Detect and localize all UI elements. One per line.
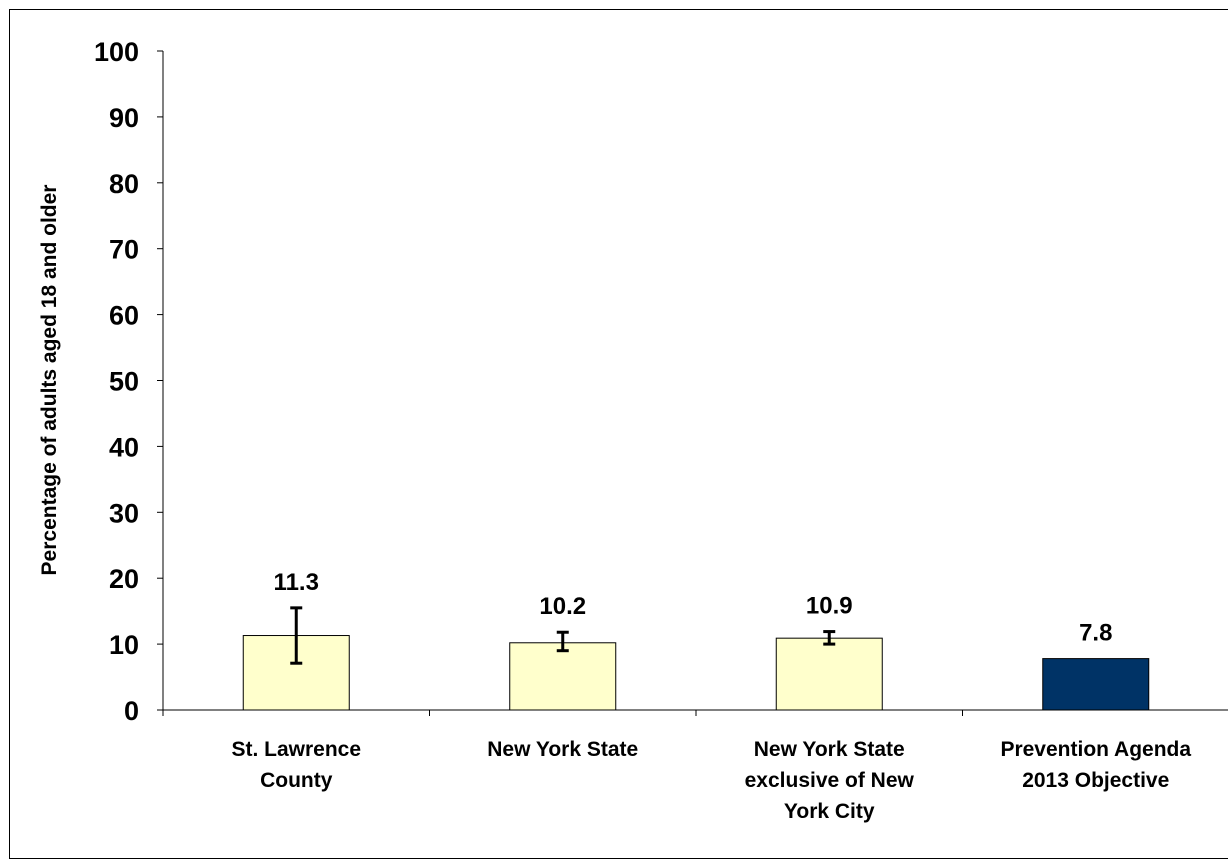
y-tick-label: 90 xyxy=(109,103,139,133)
bars xyxy=(242,635,1150,711)
y-tick-label: 40 xyxy=(109,432,139,462)
y-axis-title: Percentage of adults aged 18 and older xyxy=(38,185,61,576)
data-label: 10.2 xyxy=(539,593,586,620)
bar xyxy=(509,642,617,711)
error-bars xyxy=(290,606,836,665)
y-tick-label: 10 xyxy=(109,630,139,660)
y-ticks: 0 10 20 30 40 50 60 70 80 90 100 xyxy=(94,37,963,726)
axes xyxy=(162,51,1228,711)
category-label: County xyxy=(260,769,333,792)
y-tick-label: 0 xyxy=(124,696,139,726)
y-tick-label: 20 xyxy=(109,564,139,594)
data-labels: 11.3 10.2 10.9 7.8 xyxy=(274,569,1113,647)
category-label: New York State xyxy=(487,738,638,761)
y-tick-label: 70 xyxy=(109,235,139,265)
y-tick-label: 50 xyxy=(109,367,139,397)
bar xyxy=(1042,658,1150,711)
data-label: 7.8 xyxy=(1079,620,1112,647)
y-axis-title-group: Percentage of adults aged 18 and older xyxy=(38,185,61,576)
category-label: York City xyxy=(784,800,875,823)
y-tick-label: 80 xyxy=(109,169,139,199)
data-label: 11.3 xyxy=(274,569,319,596)
category-label: exclusive of New xyxy=(745,769,915,792)
y-tick-label: 100 xyxy=(94,37,139,67)
data-label: 10.9 xyxy=(806,593,853,620)
category-label: St. Lawrence xyxy=(231,738,361,761)
category-label: Prevention Agenda xyxy=(1000,738,1191,761)
y-tick-label: 30 xyxy=(109,498,139,528)
y-tick-label: 60 xyxy=(109,301,139,331)
category-label: New York State xyxy=(754,738,905,761)
bar xyxy=(775,637,883,711)
category-label: 2013 Objective xyxy=(1022,769,1169,792)
category-labels: St. Lawrence County New York State New York… xyxy=(231,738,1191,823)
